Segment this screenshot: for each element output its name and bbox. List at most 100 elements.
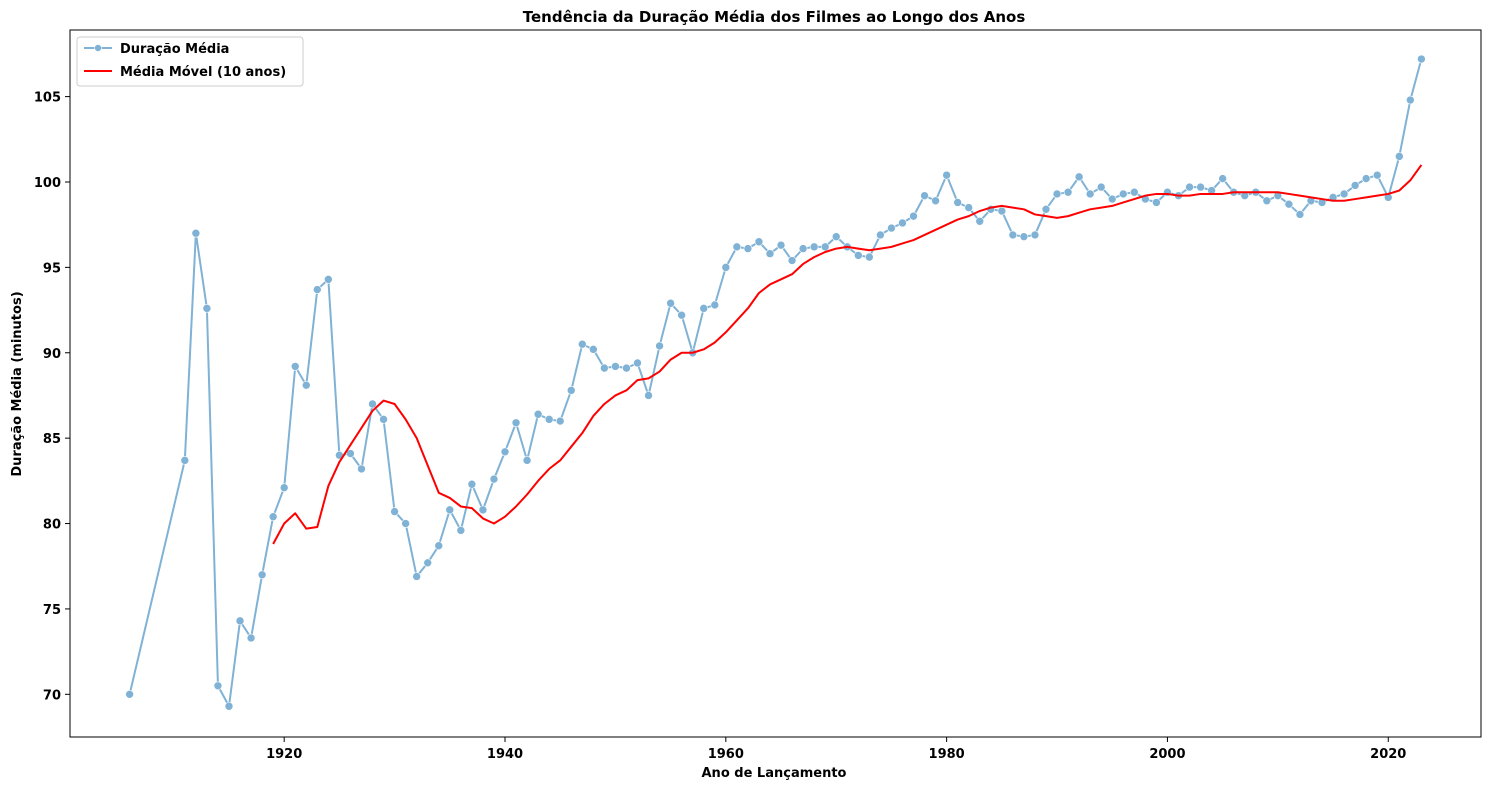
data-point-duracao-media: [732, 242, 742, 252]
data-point-duracao-media: [1152, 198, 1161, 207]
data-point-duracao-media: [898, 218, 907, 228]
legend-label-duracao: Duração Média: [120, 42, 229, 57]
data-point-duracao-media: [257, 570, 267, 580]
data-point-duracao-media: [887, 223, 896, 233]
data-point-duracao-media: [268, 512, 278, 522]
data-point-duracao-media: [412, 572, 421, 581]
data-point-duracao-media: [390, 507, 399, 516]
data-point-duracao-media: [423, 558, 433, 568]
data-point-duracao-media: [346, 449, 355, 458]
y-axis-title: Duração Média (minutos): [10, 291, 25, 476]
data-point-duracao-media: [235, 616, 245, 626]
data-point-duracao-media: [942, 170, 951, 180]
data-point-duracao-media: [301, 380, 311, 390]
data-point-duracao-media: [1395, 152, 1404, 161]
data-point-duracao-media: [854, 251, 863, 260]
data-point-duracao-media: [677, 310, 686, 320]
data-point-duracao-media: [533, 409, 543, 419]
data-point-duracao-media: [1096, 182, 1106, 192]
data-point-duracao-media: [202, 304, 212, 313]
chart-title: Tendência da Duração Média dos Filmes ao…: [523, 8, 1026, 26]
data-point-duracao-media: [964, 203, 974, 212]
data-point-duracao-media: [324, 275, 333, 284]
data-point-duracao-media: [600, 363, 609, 373]
data-point-duracao-media: [809, 242, 819, 252]
legend-box: [76, 36, 304, 87]
x-tick-label: 1920: [266, 747, 302, 762]
data-point-duracao-media: [710, 300, 720, 310]
data-point-duracao-media: [1041, 205, 1051, 214]
y-axis-ticks: 70 75 80 85 90 95 100 105: [34, 91, 70, 703]
data-point-duracao-media: [644, 391, 653, 400]
data-point-duracao-media: [1417, 54, 1426, 64]
data-point-duracao-media: [765, 249, 775, 259]
data-point-duracao-media: [191, 228, 201, 238]
data-point-duracao-media: [743, 244, 753, 253]
y-tick-label: 95: [43, 261, 61, 276]
data-point-duracao-media: [213, 681, 223, 691]
data-point-duracao-media: [865, 252, 874, 262]
data-point-duracao-media: [831, 232, 841, 241]
data-point-duracao-media: [368, 399, 377, 409]
data-point-duracao-media: [1295, 210, 1305, 219]
data-point-duracao-media: [489, 474, 499, 484]
data-point-duracao-media: [522, 456, 532, 465]
data-point-duracao-media: [1019, 232, 1029, 241]
data-point-duracao-media: [1262, 196, 1272, 206]
data-point-duracao-media: [622, 363, 631, 373]
legend: Duração Média Média Móvel (10 anos): [76, 36, 304, 87]
data-point-duracao-media: [754, 237, 764, 247]
data-point-duracao-media: [699, 304, 709, 313]
data-point-duracao-media: [379, 415, 388, 424]
y-tick-label: 75: [43, 603, 61, 618]
data-point-duracao-media: [313, 285, 322, 294]
data-point-duracao-media: [920, 191, 929, 200]
data-point-duracao-media: [997, 206, 1007, 216]
x-tick-label: 2020: [1370, 747, 1406, 762]
data-point-duracao-media: [787, 256, 797, 265]
x-tick-label: 2000: [1149, 747, 1185, 762]
data-point-duracao-media: [721, 263, 731, 272]
y-tick-label: 80: [43, 518, 61, 533]
data-point-duracao-media: [1130, 187, 1139, 197]
data-point-duracao-media: [1030, 230, 1040, 240]
data-point-duracao-media: [555, 416, 565, 426]
data-point-duracao-media: [224, 701, 234, 711]
data-point-duracao-media: [931, 196, 940, 206]
data-point-duracao-media: [1118, 189, 1128, 199]
data-point-duracao-media: [180, 456, 190, 465]
data-point-duracao-media: [1107, 194, 1117, 204]
data-point-duracao-media: [544, 415, 554, 424]
data-point-duracao-media: [975, 216, 985, 226]
data-point-duracao-media: [1008, 230, 1018, 240]
data-point-duracao-media: [456, 526, 466, 535]
data-point-duracao-media: [1284, 199, 1294, 209]
x-tick-label: 1960: [708, 747, 744, 762]
data-point-duracao-media: [577, 339, 587, 349]
data-point-duracao-media: [467, 479, 477, 489]
legend-marker-dot-duracao: [94, 44, 102, 52]
data-point-duracao-media: [589, 345, 598, 354]
data-point-duracao-media: [1339, 189, 1349, 199]
data-point-duracao-media: [1350, 181, 1360, 190]
data-point-duracao-media: [655, 341, 664, 351]
data-point-duracao-media: [1372, 170, 1382, 180]
y-tick-label: 100: [34, 176, 61, 191]
data-point-duracao-media: [566, 386, 576, 395]
data-point-duracao-media: [1085, 189, 1095, 199]
x-axis-ticks: 1920 1940 1960 1980 2000 2020: [266, 737, 1406, 762]
data-point-duracao-media: [434, 541, 444, 551]
data-point-duracao-media: [666, 298, 675, 308]
data-point-duracao-media: [820, 242, 830, 252]
data-point-duracao-media: [478, 505, 488, 515]
data-point-duracao-media: [357, 464, 366, 474]
y-tick-label: 90: [43, 347, 61, 362]
data-point-duracao-media: [279, 483, 289, 492]
data-point-duracao-media: [909, 211, 918, 221]
data-point-duracao-media: [1052, 189, 1062, 199]
data-point-duracao-media: [1074, 172, 1084, 182]
data-point-duracao-media: [633, 358, 642, 368]
y-tick-label: 105: [34, 91, 61, 106]
data-point-duracao-media: [876, 230, 885, 240]
